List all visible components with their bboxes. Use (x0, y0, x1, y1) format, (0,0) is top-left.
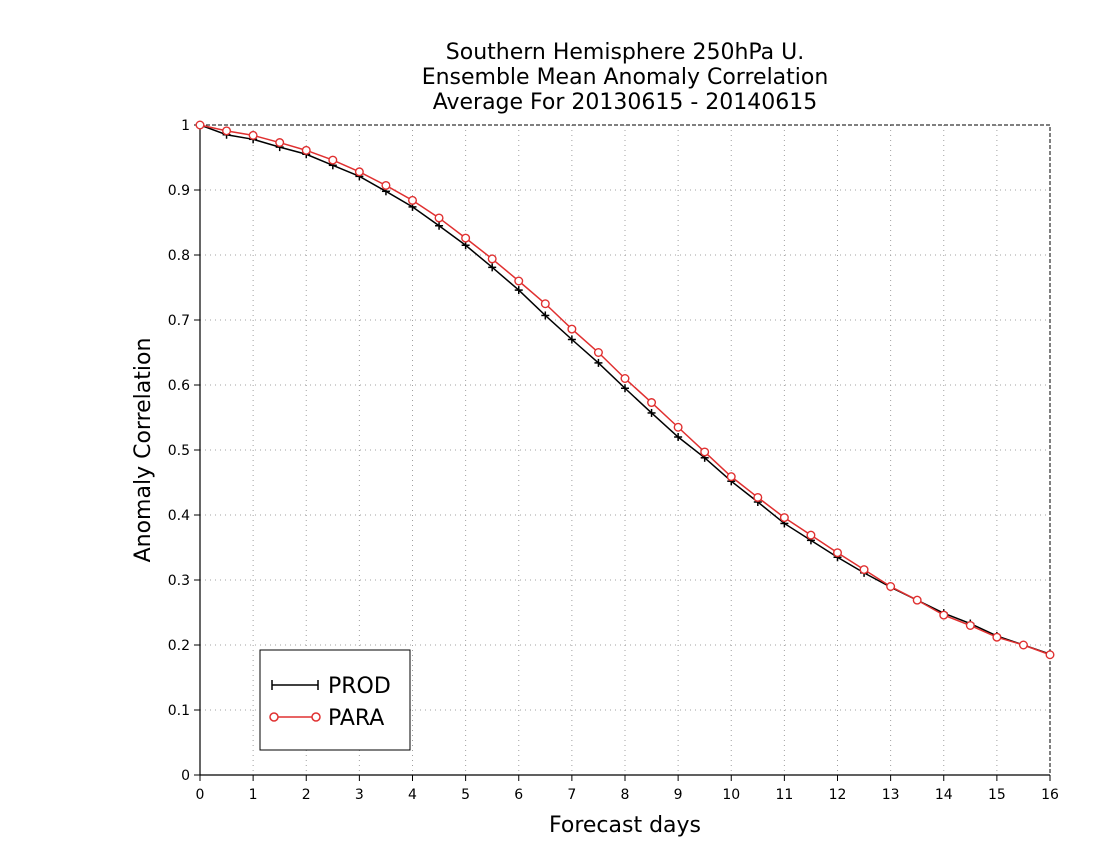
x-tick-label: 14 (935, 787, 953, 803)
x-tick-label: 7 (567, 787, 576, 803)
y-tick-label: 0.9 (168, 183, 190, 199)
data-point-para (593, 348, 603, 358)
data-point-para (833, 548, 843, 558)
data-point-para (1045, 650, 1055, 660)
data-point-prod (541, 311, 550, 320)
data-point-para (806, 530, 816, 540)
chart-title: Southern Hemisphere 250hPa U. Ensemble M… (422, 40, 829, 115)
x-tick-label: 3 (355, 787, 364, 803)
x-axis-label: Forecast days (549, 813, 701, 838)
chart-title-line-3: Average For 20130615 - 20140615 (433, 90, 818, 115)
data-point-prod (488, 263, 497, 272)
data-point-prod (621, 384, 629, 393)
data-point-para (753, 492, 763, 502)
legend-label-prod: PROD (328, 674, 391, 699)
x-tick-label: 8 (621, 787, 630, 803)
chart-title-line-2: Ensemble Mean Anomaly Correlation (422, 65, 829, 90)
x-tick-label: 5 (461, 787, 470, 803)
data-point-para (195, 120, 205, 130)
x-tick-label: 16 (1041, 787, 1059, 803)
data-point-para (567, 324, 577, 334)
data-point-para (912, 595, 922, 605)
data-point-para (461, 233, 471, 243)
series-para (195, 120, 1055, 660)
data-point-para (673, 422, 683, 432)
data-point-para (328, 155, 338, 165)
series-layer (195, 120, 1055, 660)
x-tick-label: 4 (408, 787, 417, 803)
y-tick-label: 0.3 (168, 573, 190, 589)
data-point-prod (647, 408, 656, 417)
x-tick-label: 12 (829, 787, 847, 803)
data-point-para (540, 299, 550, 309)
data-point-para (859, 565, 869, 575)
data-point-para (434, 213, 444, 223)
data-point-para (647, 398, 657, 408)
x-tick-label: 13 (882, 787, 900, 803)
y-tick-label: 0.8 (168, 248, 190, 264)
data-point-para (700, 447, 710, 457)
data-point-para (992, 632, 1002, 642)
x-tick-label: 15 (988, 787, 1006, 803)
data-point-para (965, 621, 975, 631)
data-point-para (381, 180, 391, 190)
x-tick-label: 0 (196, 787, 205, 803)
x-tick-label: 6 (514, 787, 523, 803)
y-tick-label: 0.6 (168, 378, 190, 394)
data-point-para (886, 582, 896, 592)
data-point-prod (435, 221, 444, 230)
y-tick-label: 0.2 (168, 638, 190, 654)
data-point-para (354, 167, 364, 177)
series-prod (196, 121, 1054, 659)
y-tick-label: 0.7 (168, 313, 190, 329)
data-point-prod (594, 358, 603, 367)
data-point-para (487, 254, 497, 264)
data-point-para (779, 513, 789, 523)
data-point-prod (674, 433, 683, 441)
data-point-para (408, 195, 418, 205)
x-tick-label: 1 (249, 787, 258, 803)
y-tick-label: 0 (181, 768, 190, 784)
legend: PROD PARA (259, 649, 411, 751)
data-point-para (726, 472, 736, 482)
legend-box (259, 649, 411, 751)
x-tick-label: 2 (302, 787, 311, 803)
grid (200, 125, 1050, 775)
legend-para-marker-left (269, 712, 279, 722)
data-point-para (222, 126, 232, 136)
y-tick-label: 1 (181, 118, 190, 134)
y-tick-label: 0.1 (168, 703, 190, 719)
data-point-prod (514, 286, 523, 295)
legend-para-marker-right (311, 712, 321, 722)
data-point-para (939, 610, 949, 620)
data-point-para (620, 374, 630, 384)
x-tick-label: 11 (775, 787, 793, 803)
data-point-para (514, 276, 524, 286)
data-point-para (1018, 640, 1028, 650)
x-tick-label: 9 (674, 787, 683, 803)
x-axis-ticks: 0 1 2 3 4 5 6 7 8 9 10 11 12 13 14 15 16 (196, 775, 1059, 803)
chart-title-line-1: Southern Hemisphere 250hPa U. (446, 40, 804, 65)
x-tick-label: 10 (722, 787, 740, 803)
legend-label-para: PARA (328, 706, 384, 731)
y-axis-ticks: 0 0.1 0.2 0.3 0.4 0.5 0.6 0.7 0.8 0.9 1 (168, 118, 200, 784)
data-point-para (248, 130, 258, 140)
y-tick-label: 0.4 (168, 508, 190, 524)
y-tick-label: 0.5 (168, 443, 190, 459)
data-point-prod (567, 335, 576, 344)
y-axis-label: Anomaly Correlation (131, 338, 156, 563)
data-point-para (301, 145, 311, 155)
data-point-para (275, 138, 285, 148)
